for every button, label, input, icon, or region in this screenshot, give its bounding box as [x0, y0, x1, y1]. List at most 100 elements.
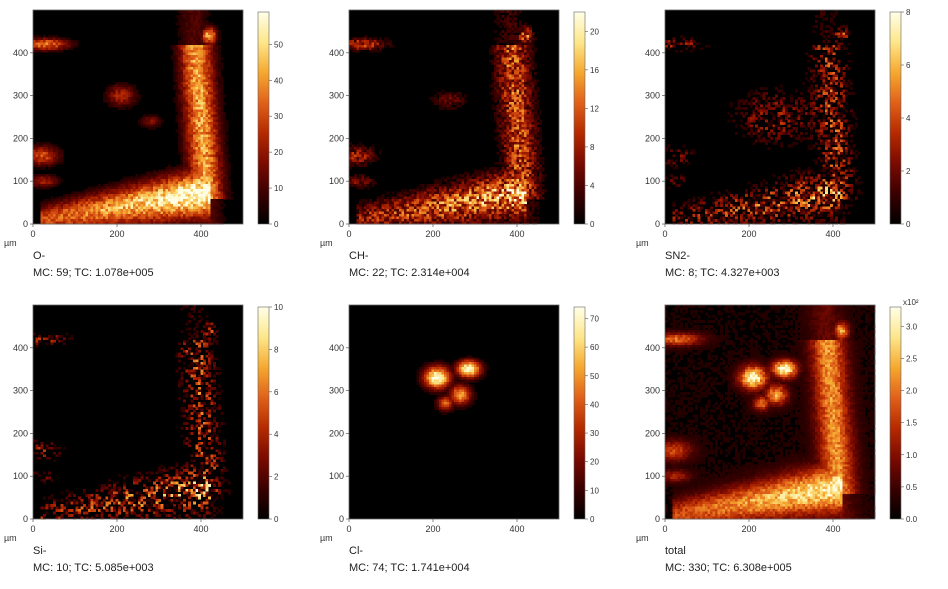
- pixel: [175, 62, 179, 66]
- pixel: [208, 129, 211, 133]
- pixel: [203, 201, 206, 205]
- pixel: [178, 102, 181, 105]
- pixel: [205, 72, 209, 76]
- pixel: [471, 194, 475, 198]
- pixel: [519, 124, 522, 128]
- pixel: [148, 186, 151, 190]
- pixel: [180, 189, 184, 193]
- pixel: [50, 176, 54, 180]
- pixel: [205, 117, 209, 120]
- pixel: [524, 136, 527, 140]
- pixel: [188, 114, 191, 118]
- pixel: [140, 204, 144, 207]
- pixel: [218, 74, 221, 78]
- pixel: [130, 216, 134, 220]
- pixel: [474, 194, 477, 198]
- pixel: [178, 92, 181, 96]
- pixel: [499, 87, 502, 91]
- pixel: [188, 136, 191, 140]
- pixel: [536, 181, 540, 185]
- pixel: [369, 42, 372, 46]
- pixel: [446, 189, 450, 193]
- pixel: [436, 92, 440, 96]
- pixel: [514, 146, 517, 150]
- pixel: [38, 174, 41, 178]
- pixel: [506, 184, 510, 188]
- pixel: [481, 201, 485, 205]
- pixel: [461, 176, 465, 180]
- pixel: [521, 27, 525, 31]
- pixel: [210, 54, 214, 58]
- pixel: [531, 179, 535, 183]
- pixel: [183, 174, 186, 178]
- pixel: [170, 171, 174, 175]
- pixel: [90, 186, 94, 190]
- pixel: [391, 44, 395, 48]
- pixel: [118, 99, 121, 103]
- pixel: [210, 57, 214, 61]
- pixel: [371, 49, 375, 53]
- pixel: [145, 181, 149, 185]
- pixel: [53, 49, 56, 53]
- pixel: [434, 199, 437, 203]
- pixel: [195, 29, 199, 33]
- pixel: [531, 181, 535, 185]
- pixel: [118, 216, 121, 220]
- pixel: [150, 114, 154, 118]
- pixel: [524, 196, 527, 200]
- pixel: [178, 131, 181, 135]
- pixel: [491, 44, 495, 48]
- pixel: [501, 34, 505, 38]
- pixel: [354, 44, 357, 48]
- pixel: [203, 206, 206, 210]
- pixel: [506, 151, 510, 155]
- pixel: [539, 136, 542, 140]
- pixel: [195, 164, 199, 168]
- pixel: [516, 69, 520, 73]
- pixel: [110, 199, 114, 203]
- pixel: [70, 204, 74, 207]
- pixel: [356, 44, 360, 48]
- pixel: [183, 214, 186, 217]
- pixel: [183, 77, 186, 81]
- pixel: [150, 121, 154, 125]
- pixel: [501, 39, 505, 43]
- pixel: [366, 201, 370, 205]
- pixel: [65, 194, 69, 198]
- pixel: [401, 191, 405, 195]
- pixel: [519, 79, 522, 83]
- pixel: [539, 186, 542, 190]
- pixel: [205, 166, 209, 170]
- pixel: [491, 196, 495, 200]
- pixel: [203, 47, 206, 51]
- pixel: [501, 10, 505, 13]
- pixel: [506, 176, 510, 180]
- pixel: [118, 102, 121, 105]
- pixel: [381, 196, 385, 200]
- pixel: [501, 174, 505, 178]
- pixel: [60, 42, 64, 46]
- pixel: [501, 57, 505, 61]
- pixel: [536, 94, 540, 98]
- pixel: [529, 87, 532, 91]
- pixel: [200, 209, 204, 212]
- pixel: [178, 189, 181, 193]
- pixel: [123, 176, 126, 180]
- pixel: [105, 211, 109, 215]
- pixel: [501, 179, 505, 183]
- pixel: [506, 52, 510, 56]
- pixel: [170, 169, 174, 173]
- pixel: [58, 42, 61, 46]
- pixel: [60, 161, 64, 165]
- pixel: [489, 169, 492, 173]
- pixel: [215, 179, 219, 183]
- pixel: [83, 196, 86, 200]
- pixel: [499, 17, 502, 21]
- pixel: [208, 69, 211, 73]
- pixel: [526, 54, 530, 58]
- pixel: [200, 97, 204, 100]
- pixel: [193, 47, 196, 51]
- pixel: [148, 174, 151, 178]
- pixel: [140, 206, 144, 210]
- pixel: [180, 104, 184, 108]
